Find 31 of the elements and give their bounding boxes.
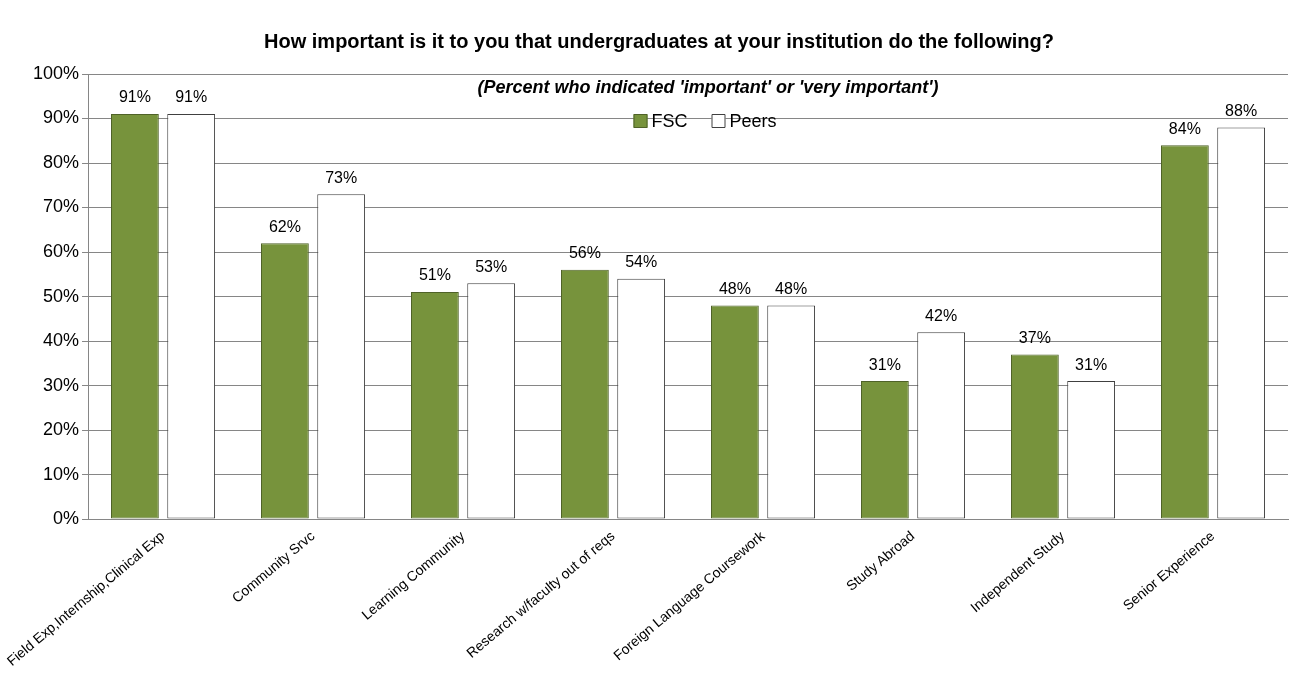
data-label: 37% bbox=[1018, 328, 1051, 346]
data-label: 31% bbox=[1075, 355, 1108, 373]
data-label: 53% bbox=[475, 257, 508, 275]
y-tick-label: 90% bbox=[43, 107, 80, 128]
y-tick-label: 40% bbox=[43, 330, 80, 351]
chart-title: How important is it to you that undergraduates at your institution do the following? bbox=[264, 29, 1054, 52]
data-label: 84% bbox=[1168, 119, 1201, 137]
legend-label: FSC bbox=[651, 110, 688, 131]
data-label: 51% bbox=[418, 266, 451, 284]
y-tick-label: 80% bbox=[43, 151, 80, 172]
y-tick-label: 30% bbox=[43, 374, 80, 395]
data-label: 88% bbox=[1225, 101, 1258, 119]
y-tick-label: 60% bbox=[43, 241, 80, 261]
legend-label: Peers bbox=[729, 110, 777, 131]
y-tick-label: 70% bbox=[43, 196, 80, 217]
y-tick-label: 50% bbox=[43, 285, 80, 306]
y-tick-label: 0% bbox=[53, 508, 80, 529]
y-tick-label: 20% bbox=[43, 419, 80, 440]
data-label: 48% bbox=[775, 279, 808, 297]
data-label: 54% bbox=[625, 253, 658, 271]
data-label: 48% bbox=[718, 279, 751, 297]
chart-subtitle: (Percent who indicated 'important' or 'very important') bbox=[477, 76, 939, 97]
y-tick-label: 100% bbox=[32, 62, 80, 83]
data-label: 62% bbox=[268, 217, 301, 235]
data-label: 73% bbox=[325, 168, 358, 186]
data-label: 91% bbox=[175, 88, 208, 106]
data-label: 42% bbox=[925, 306, 958, 324]
data-label: 31% bbox=[868, 355, 901, 373]
data-label: 56% bbox=[568, 244, 601, 262]
y-tick-label: 10% bbox=[43, 463, 80, 484]
data-label: 91% bbox=[118, 88, 151, 106]
